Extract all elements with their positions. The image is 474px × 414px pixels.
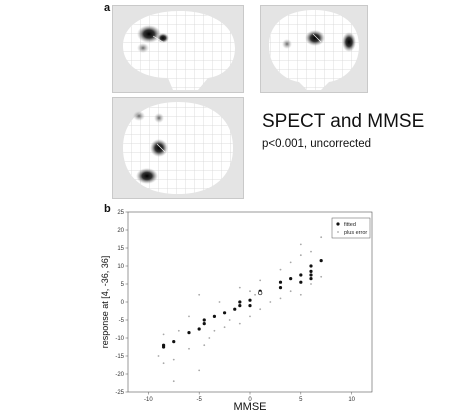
panel-label-a: a [104, 2, 111, 14]
error-point [320, 275, 323, 278]
error-point [320, 236, 323, 239]
fitted-point [202, 322, 206, 326]
error-point [203, 344, 206, 347]
error-point [289, 261, 292, 264]
fitted-point [299, 280, 303, 284]
fitted-point [278, 280, 283, 284]
x-tick-label: 10 [348, 397, 355, 403]
plot-frame [127, 211, 373, 393]
error-point [238, 322, 241, 325]
error-point [279, 268, 282, 271]
legend-box [331, 217, 371, 239]
error-point [213, 329, 216, 332]
y-tick-label: 15 [117, 246, 124, 252]
y-tick-label: 25 [117, 210, 124, 216]
y-tick-label: 10 [117, 264, 124, 270]
y-tick-label: -10 [115, 336, 124, 342]
error-point [299, 254, 302, 257]
chart-marks [157, 236, 323, 383]
error-point [177, 329, 180, 332]
fitted-point [248, 304, 252, 308]
fitted-point [212, 314, 217, 318]
chart-legend: fitted plus error [331, 217, 371, 239]
fitted-point [187, 331, 191, 335]
y-tick-label: -15 [115, 354, 124, 360]
legend-fitted-label: fitted [344, 222, 356, 228]
error-point [289, 290, 292, 293]
annotation-subtitle: p<0.001, uncorrected [262, 138, 372, 150]
y-tick-label: 0 [121, 300, 125, 306]
y-tick-label: 20 [117, 228, 124, 234]
panel-label-b: b [104, 203, 111, 215]
fitted-point [309, 269, 313, 273]
fitted-point [289, 277, 293, 281]
error-point [299, 293, 302, 296]
y-tick-label: -5 [119, 318, 125, 324]
error-point [172, 358, 175, 361]
error-point [259, 279, 262, 282]
glass-brain-axial [112, 97, 244, 199]
error-point [269, 301, 272, 303]
error-point [223, 326, 226, 329]
error-point [299, 243, 302, 246]
fitted-point [309, 273, 313, 277]
error-point [249, 290, 251, 293]
fitted-point [161, 343, 166, 347]
legend-error-marker [337, 231, 339, 233]
fitted-point [248, 298, 252, 302]
fitted-point [309, 264, 313, 268]
annotation-title: SPECT and MMSE [262, 111, 425, 132]
axial-projection [123, 102, 233, 194]
x-tick-label: 0 [248, 397, 252, 403]
fitted-point [233, 307, 237, 311]
error-point [157, 355, 160, 357]
fitted-point [238, 300, 242, 304]
error-point [238, 286, 241, 289]
error-point [228, 319, 231, 321]
error-point [310, 283, 312, 285]
fitted-point [222, 311, 227, 315]
chart-axes: -10 -5 0 5 10 -25 -20 -15 -10 -5 0 5 10 15 20 25 [115, 210, 373, 403]
error-point [188, 347, 190, 350]
error-point [310, 250, 312, 253]
fitted-point [309, 277, 313, 281]
fitted-point [172, 340, 176, 344]
y-tick-label: 5 [121, 282, 125, 288]
fitted-point [319, 259, 323, 263]
error-point [162, 333, 165, 336]
error-point [259, 308, 262, 311]
error-point [162, 362, 165, 365]
fitted-point [197, 327, 201, 331]
x-axis-label: MMSE [234, 401, 267, 413]
error-point [198, 293, 201, 296]
error-point [249, 315, 251, 318]
y-tick-label: -20 [115, 372, 124, 378]
y-axis-label: response at [4, -36, 36] [100, 256, 110, 349]
glass-brain-coronal [260, 5, 368, 93]
error-point [172, 380, 175, 383]
fitted-point [299, 273, 303, 277]
legend-error-label: plus error [344, 230, 367, 236]
x-tick-label: -10 [144, 397, 153, 403]
error-point [198, 369, 201, 372]
error-point [188, 315, 190, 318]
fitted-point [202, 318, 206, 322]
sagittal-projection [123, 10, 235, 90]
y-tick-label: -25 [115, 390, 124, 396]
error-point [254, 293, 256, 296]
fitted-point [238, 304, 242, 308]
coronal-projection [269, 10, 359, 90]
x-tick-label: -5 [196, 397, 202, 403]
glass-brain-sagittal [112, 5, 244, 93]
error-point [218, 301, 221, 303]
error-point [279, 297, 282, 300]
fitted-point [278, 286, 283, 290]
legend-fitted-marker [336, 222, 340, 226]
x-tick-label: 5 [299, 397, 303, 403]
error-point [208, 337, 211, 339]
open-point [258, 290, 263, 296]
